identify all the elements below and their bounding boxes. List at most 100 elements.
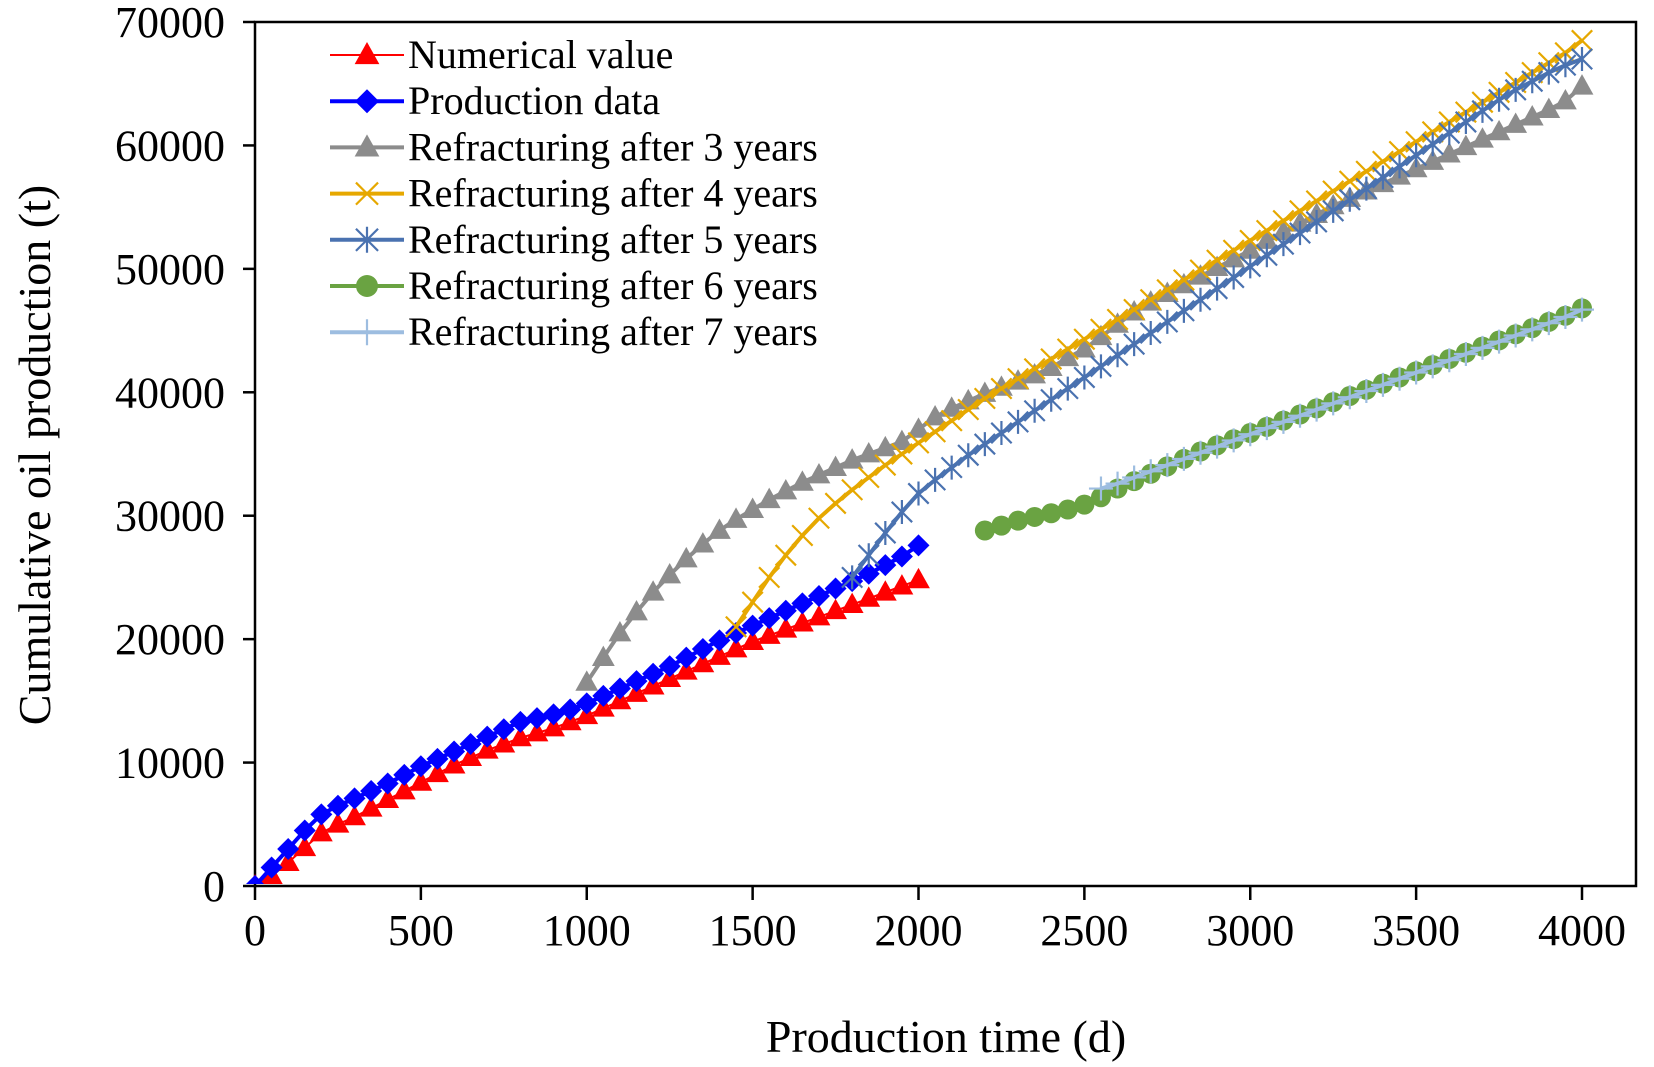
- x-axis-title: Production time (d): [766, 1011, 1126, 1062]
- data-point: [940, 396, 964, 417]
- data-point: [475, 738, 499, 759]
- data-point: [509, 710, 532, 733]
- data-point: [675, 646, 698, 669]
- data-point: [990, 377, 1013, 400]
- data-point: [857, 562, 880, 585]
- data-point: [343, 804, 366, 826]
- data-point: [1504, 77, 1527, 102]
- data-point: [774, 599, 797, 622]
- data-point: [277, 837, 300, 860]
- data-point: [1255, 243, 1278, 268]
- data-point: [1139, 288, 1162, 311]
- data-point: [1056, 338, 1079, 361]
- x-tick-label: 3500: [1372, 906, 1460, 955]
- legend-marker: [355, 89, 379, 114]
- data-point: [1554, 88, 1577, 110]
- data-point: [1238, 238, 1262, 259]
- data-point: [1089, 318, 1112, 341]
- data-point: [1371, 165, 1394, 190]
- legend-item: Production data: [330, 78, 660, 123]
- data-point: [807, 604, 831, 626]
- data-point: [758, 607, 781, 630]
- data-point: [376, 787, 400, 808]
- data-point: [1255, 219, 1278, 242]
- legend-label: Production data: [408, 78, 660, 123]
- legend-marker: [354, 42, 380, 65]
- data-point: [1453, 342, 1478, 367]
- data-point: [923, 404, 947, 426]
- data-point: [1024, 506, 1045, 527]
- data-point: [376, 772, 399, 795]
- data-point: [442, 753, 466, 774]
- data-point: [1272, 209, 1295, 232]
- data-point: [1520, 317, 1545, 342]
- data-point: [1521, 69, 1544, 94]
- data-point: [890, 574, 914, 595]
- data-point: [1355, 160, 1378, 183]
- data-point: [1172, 268, 1195, 291]
- data-point: [907, 417, 930, 438]
- data-point: [1387, 366, 1412, 391]
- data-point: [890, 500, 913, 525]
- data-point: [1056, 345, 1080, 367]
- y-tick-label: 50000: [115, 245, 225, 294]
- data-point: [824, 598, 847, 620]
- x-tick-label: 1500: [709, 906, 797, 955]
- data-point: [1205, 255, 1229, 277]
- data-point: [724, 637, 748, 658]
- data-point: [1106, 312, 1129, 333]
- data-point: [1188, 440, 1213, 465]
- data-point: [542, 716, 565, 737]
- data-point: [426, 747, 449, 770]
- data-point: [1271, 409, 1296, 434]
- data-point: [1089, 324, 1113, 346]
- data-point: [1571, 29, 1593, 52]
- data-point: [824, 492, 847, 515]
- legend-label: Refracturing after 3 years: [408, 124, 818, 169]
- data-point: [1304, 397, 1329, 422]
- data-point: [476, 725, 499, 748]
- data-point: [708, 518, 731, 539]
- legend-label: Numerical value: [408, 32, 673, 77]
- data-point: [1007, 367, 1029, 390]
- legend-marker: [355, 181, 379, 206]
- y-axis-title: Cumulative oil production (t): [9, 185, 60, 725]
- data-point: [1305, 189, 1328, 212]
- data-point: [807, 507, 830, 530]
- data-point: [542, 703, 565, 726]
- data-point: [790, 470, 814, 491]
- legend-label: Refracturing after 5 years: [408, 217, 818, 262]
- data-point: [741, 497, 765, 518]
- data-point: [724, 507, 748, 528]
- data-point: [741, 629, 765, 651]
- series-layer: [246, 29, 1594, 884]
- data-point: [691, 638, 714, 661]
- data-point: [1537, 97, 1561, 119]
- data-point: [873, 435, 897, 457]
- data-point: [326, 794, 349, 817]
- data-point: [1039, 355, 1063, 376]
- data-point: [1536, 311, 1561, 336]
- data-point: [1288, 403, 1313, 428]
- data-point: [890, 429, 914, 451]
- data-point: [1255, 228, 1279, 249]
- data-point: [1471, 98, 1494, 123]
- data-point: [840, 592, 864, 613]
- data-point: [807, 462, 831, 484]
- data-point: [874, 454, 897, 477]
- data-point: [459, 733, 482, 756]
- data-point: [890, 545, 913, 568]
- data-point: [957, 443, 980, 468]
- data-point: [790, 611, 814, 632]
- x-tick-label: 3000: [1206, 906, 1294, 955]
- data-point: [725, 615, 748, 638]
- data-point: [907, 431, 930, 454]
- data-point: [1520, 105, 1544, 126]
- data-point: [791, 592, 814, 615]
- data-point: [1487, 119, 1511, 141]
- data-point: [1238, 422, 1263, 447]
- data-point: [559, 698, 582, 721]
- series-5: [841, 47, 1593, 590]
- data-point: [625, 670, 648, 693]
